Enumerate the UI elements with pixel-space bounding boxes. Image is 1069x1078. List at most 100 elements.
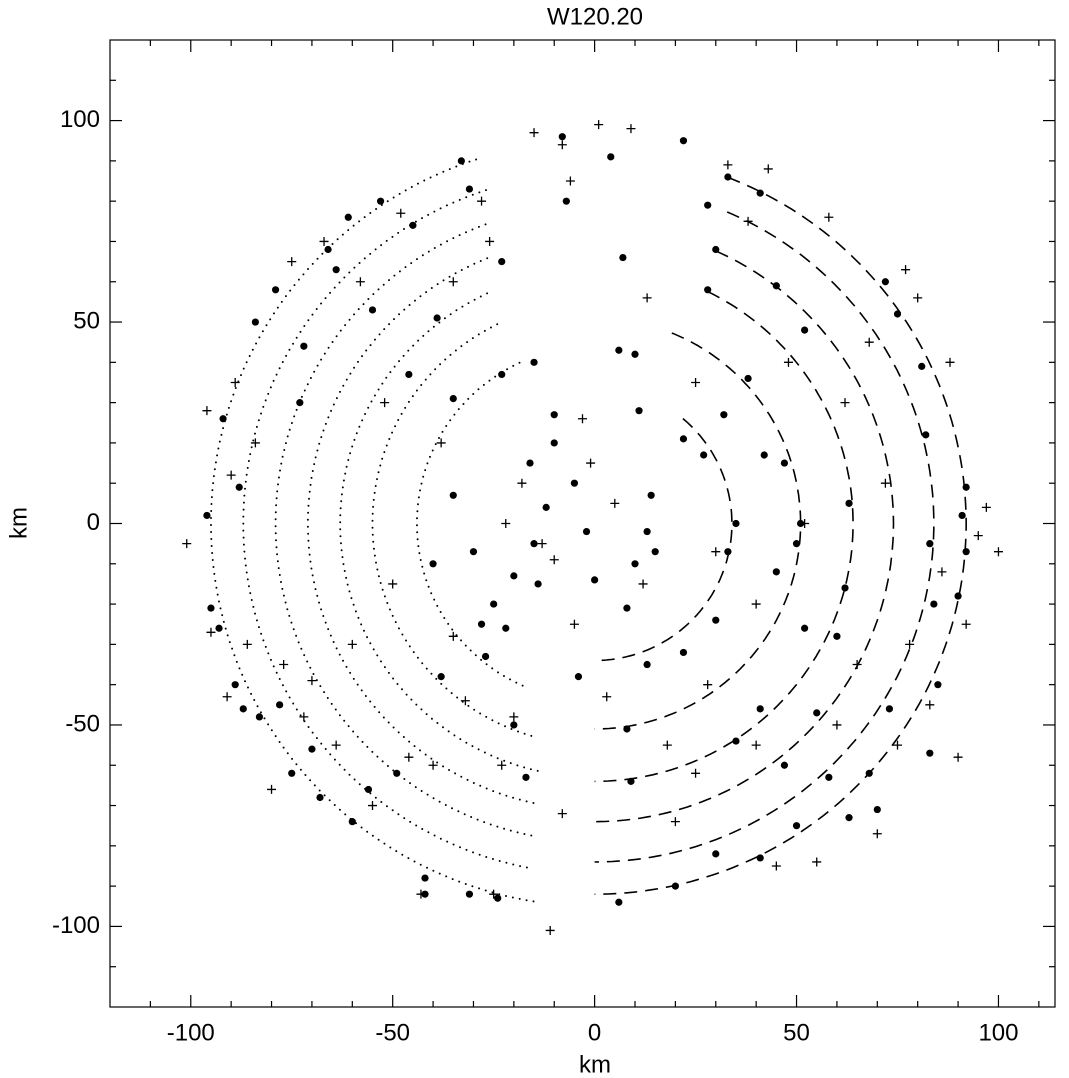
plus-point — [626, 124, 636, 134]
dot-point — [449, 394, 457, 403]
plus-point — [319, 236, 329, 246]
plus-point — [832, 720, 842, 730]
dot-point — [930, 600, 938, 608]
plus-point — [961, 619, 971, 629]
dot-point — [203, 511, 211, 520]
plus-point — [638, 579, 648, 589]
plus-point — [763, 164, 773, 174]
plus-point — [840, 398, 850, 408]
dot-point — [647, 491, 655, 499]
dot-point — [469, 548, 478, 556]
plus-point — [222, 692, 232, 702]
dot-point — [481, 652, 490, 661]
dot-point — [251, 318, 259, 326]
dot-point — [607, 153, 615, 161]
plus-point — [299, 712, 309, 722]
plus-point — [578, 414, 587, 424]
dot-point — [550, 411, 558, 419]
dot-point — [324, 245, 332, 254]
dot-point — [845, 499, 853, 507]
dot-point — [574, 673, 583, 681]
dot-point — [526, 459, 534, 467]
plus-point — [880, 478, 890, 488]
dot-point — [477, 620, 486, 628]
dot-point — [865, 769, 873, 777]
plus-point — [981, 502, 991, 512]
dot-point — [502, 624, 510, 632]
dot-point — [704, 286, 712, 294]
plus-point — [723, 160, 733, 170]
dot-point — [530, 540, 538, 548]
plus-point — [905, 639, 915, 649]
plus-point — [331, 740, 341, 750]
dot-point — [558, 133, 566, 141]
x-axis-label: km — [579, 1051, 611, 1078]
plus-point — [945, 357, 955, 367]
dot-point — [813, 709, 821, 717]
dot-point — [926, 540, 934, 548]
fit-curve — [594, 211, 935, 863]
dot-point — [510, 721, 518, 729]
plus-point — [416, 889, 426, 899]
plus-point — [913, 293, 923, 303]
dot-point — [296, 399, 304, 407]
plus-point — [670, 817, 680, 827]
x-tick-label: 0 — [588, 1019, 601, 1046]
plus-point — [594, 120, 604, 130]
dot-point — [801, 624, 809, 632]
dot-point — [772, 282, 780, 290]
dot-point — [465, 185, 474, 193]
plus-point — [279, 660, 289, 670]
dot-point — [845, 814, 853, 822]
plus-point — [509, 712, 519, 722]
dot-point — [881, 278, 889, 286]
plus-point — [448, 277, 458, 287]
dot-point — [429, 560, 437, 568]
dot-point — [348, 818, 356, 826]
dot-point — [732, 519, 740, 528]
y-axis-label: km — [5, 507, 32, 539]
dot-point — [332, 266, 340, 274]
plus-point — [517, 478, 527, 488]
dot-point — [498, 370, 506, 379]
chart-title: W120.20 — [547, 3, 643, 30]
dot-point — [239, 705, 247, 713]
dot-point — [219, 415, 227, 423]
plus-point — [206, 627, 216, 637]
plus-point — [497, 760, 507, 770]
y-tick-label: -100 — [52, 912, 100, 939]
y-tick-label: -50 — [65, 710, 100, 737]
dot-point — [421, 874, 429, 882]
dot-point — [231, 681, 239, 689]
plus-point — [287, 257, 297, 267]
plus-point — [569, 619, 579, 629]
plus-point — [783, 357, 793, 367]
dot-point — [409, 221, 417, 229]
dot-point — [893, 310, 902, 318]
dot-point — [530, 358, 538, 366]
plus-point — [489, 889, 499, 899]
dot-point — [288, 769, 296, 777]
y-tick-label: 100 — [60, 106, 100, 133]
dot-point — [433, 314, 441, 322]
plus-point — [460, 696, 470, 706]
plus-point — [711, 547, 721, 557]
dot-point — [316, 793, 324, 802]
fit-curve — [594, 332, 802, 730]
dot-point — [651, 548, 659, 556]
fit-curve — [274, 223, 535, 837]
plus-point — [973, 531, 983, 541]
dot-point — [679, 137, 688, 145]
dot-point — [772, 568, 780, 576]
plus-point — [743, 216, 753, 226]
plus-point — [557, 809, 567, 819]
dot-point — [494, 894, 502, 902]
fit-curve — [339, 292, 543, 773]
dot-point — [300, 342, 308, 350]
dot-point — [368, 306, 377, 314]
dot-point — [235, 483, 243, 491]
dot-point — [922, 431, 930, 439]
plus-point — [307, 676, 317, 686]
dot-point — [393, 769, 401, 777]
dot-point — [671, 882, 679, 890]
